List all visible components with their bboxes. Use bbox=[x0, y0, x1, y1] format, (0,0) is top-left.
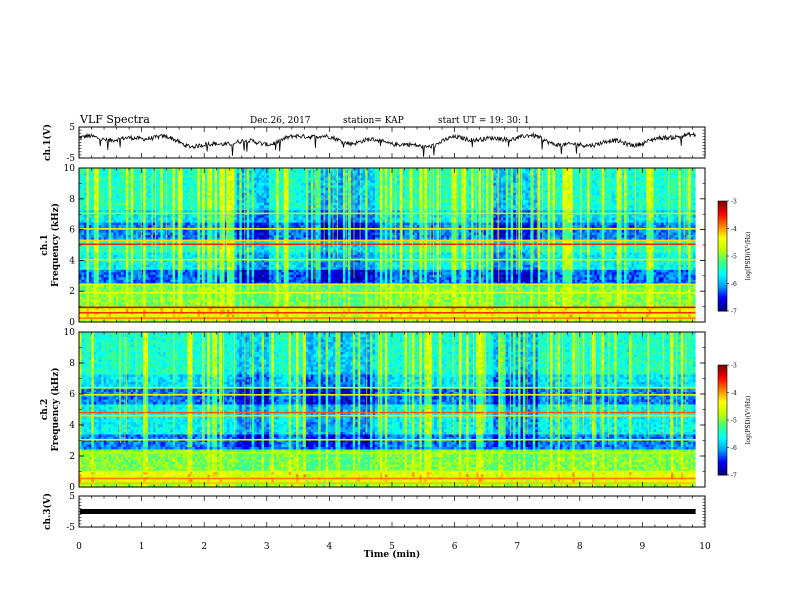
start-time-label: start UT = 19: 30: 1 bbox=[438, 116, 530, 126]
figure-title: VLF Spectra bbox=[79, 113, 150, 126]
ch1-waveform-ytick-label: 5 bbox=[69, 123, 75, 133]
ch1-waveform-ytick-label: -5 bbox=[66, 154, 75, 164]
ch1-waveform-panel: 5 -5 ch.1(V) bbox=[42, 123, 705, 164]
station-label: station= KAP bbox=[343, 116, 404, 126]
ch1-trace bbox=[79, 133, 696, 157]
ch1-waveform-ylabel: ch.1(V) bbox=[42, 124, 53, 161]
date-label: Dec.26, 2017 bbox=[250, 116, 311, 126]
